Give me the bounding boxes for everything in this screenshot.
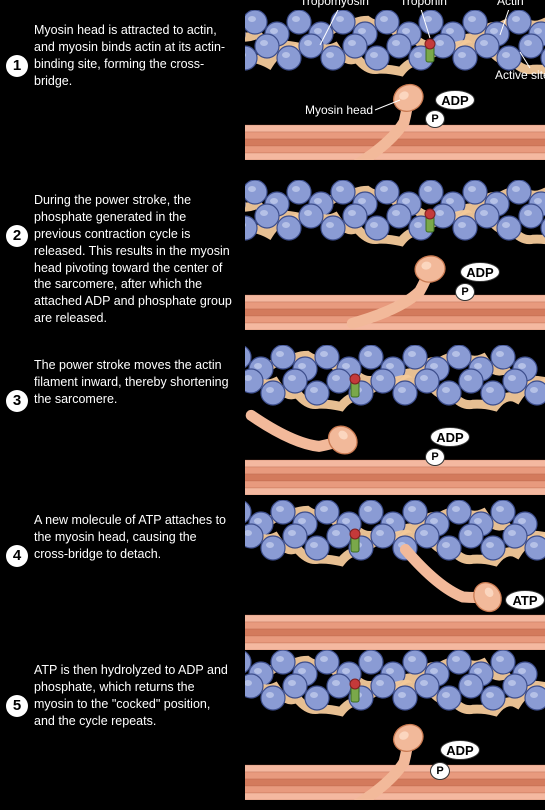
step-description: ATP is then hydrolyzed to ADP and phosph… — [34, 662, 234, 730]
step-number-badge: 5 — [6, 695, 28, 717]
step-illustration: ADPP — [245, 345, 545, 495]
molecule-label: P — [430, 762, 450, 780]
molecule-label: ADP — [440, 740, 480, 760]
label-actin: Actin — [497, 0, 524, 8]
step-text-col: 4 A new molecule of ATP attaches to the … — [0, 500, 240, 660]
step-illustration: ADPP — [245, 180, 545, 330]
label-active-site: Active site — [495, 68, 545, 82]
step-description: During the power stroke, the phosphate g… — [34, 192, 234, 327]
step-panel-2: 2 During the power stroke, the phosphate… — [0, 180, 545, 340]
step-panel-1: 1 Myosin head is attracted to actin, and… — [0, 10, 545, 170]
step-text-col: 2 During the power stroke, the phosphate… — [0, 180, 240, 340]
label-troponin: Troponin — [400, 0, 447, 8]
step-illustration: ADP P — [245, 650, 545, 800]
step-text-col: 1 Myosin head is attracted to actin, and… — [0, 10, 240, 170]
step-description: Myosin head is attracted to actin, and m… — [34, 22, 234, 90]
step-number-badge: 2 — [6, 225, 28, 247]
molecule-label: ATP — [505, 590, 545, 610]
step-panel-4: 4 A new molecule of ATP attaches to the … — [0, 500, 545, 660]
molecule-label: P — [425, 110, 445, 128]
step-text-col: 3 The power stroke moves the actin filam… — [0, 345, 240, 505]
molecule-label: P — [425, 448, 445, 466]
step-number-badge: 3 — [6, 390, 28, 412]
step-number-badge: 1 — [6, 55, 28, 77]
step-text-col: 5 ATP is then hydrolyzed to ADP and phos… — [0, 650, 240, 810]
molecule-label: P — [455, 283, 475, 301]
step-number-badge: 4 — [6, 545, 28, 567]
step-description: A new molecule of ATP attaches to the my… — [34, 512, 234, 563]
step-description: The power stroke moves the actin filamen… — [34, 357, 234, 408]
label-tropomyosin: Tropomyosin — [300, 0, 369, 8]
step-panel-3: 3 The power stroke moves the actin filam… — [0, 345, 545, 505]
step-illustration: ADPPTropomyosinTroponinActinActive siteM… — [245, 10, 545, 160]
molecule-label: ADP — [430, 427, 470, 447]
molecule-label: ADP — [435, 90, 475, 110]
step-panel-5: 5 ATP is then hydrolyzed to ADP and phos… — [0, 650, 545, 810]
label-myosin-head: Myosin head — [305, 103, 373, 117]
step-illustration: ATP — [245, 500, 545, 650]
molecule-label: ADP — [460, 262, 500, 282]
